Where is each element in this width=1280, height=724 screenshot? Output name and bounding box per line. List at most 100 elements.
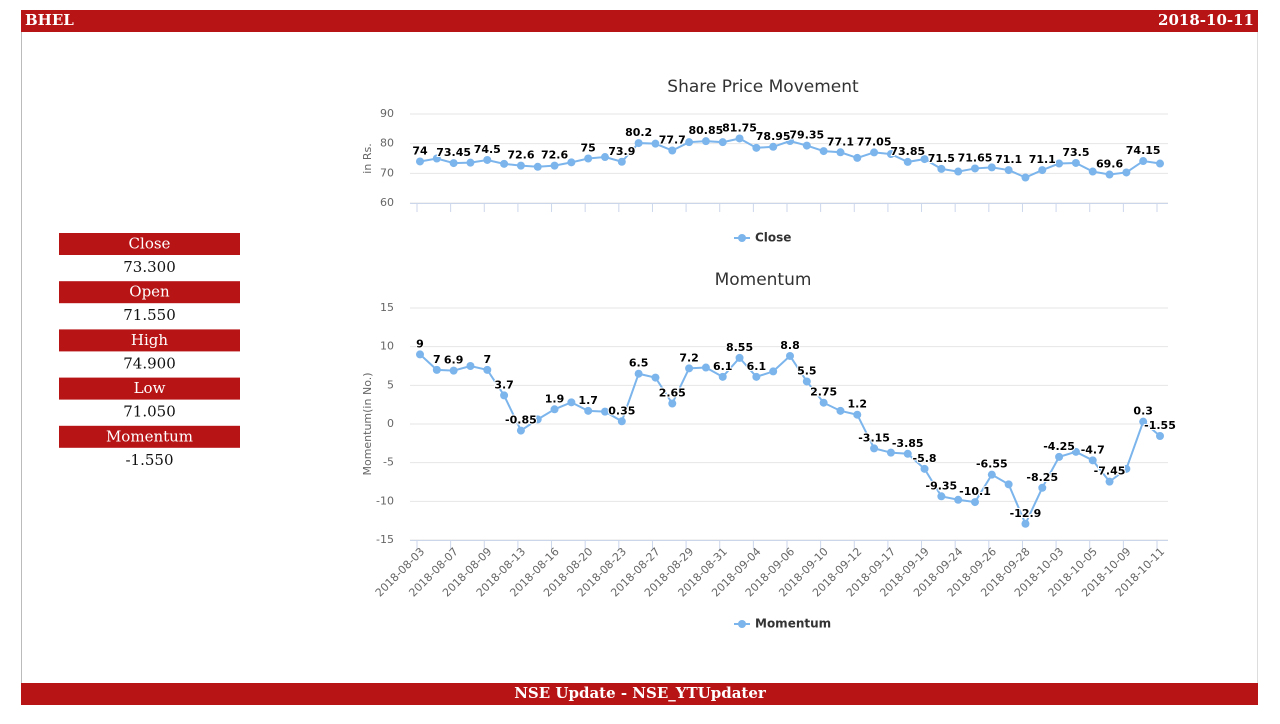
data-label: 73.5 [1062, 146, 1089, 159]
data-label: 73.85 [890, 145, 925, 158]
point [1055, 452, 1064, 461]
point [987, 470, 996, 479]
data-label: 74.15 [1126, 144, 1161, 157]
point [786, 136, 794, 145]
point [1004, 166, 1013, 175]
data-label: 6.9 [444, 354, 464, 367]
y-tick-label: 10 [380, 340, 394, 353]
point [634, 139, 643, 148]
point [903, 157, 912, 166]
data-label: 73.45 [436, 146, 471, 159]
point [432, 154, 441, 163]
data-label: 75 [581, 142, 596, 155]
data-label: -5.8 [913, 452, 937, 465]
summary-label-bg [59, 281, 240, 304]
data-label: -4.25 [1043, 440, 1075, 453]
point [516, 161, 525, 170]
point [685, 138, 694, 147]
point [617, 417, 626, 426]
point [735, 134, 744, 143]
point [752, 143, 761, 152]
summary-label-bg [59, 425, 240, 448]
point [651, 373, 660, 382]
data-label: 77.1 [827, 135, 854, 148]
point [836, 148, 845, 157]
data-label: 3.7 [494, 378, 514, 391]
point [1071, 447, 1080, 456]
point [1071, 158, 1080, 167]
data-label: 71.65 [958, 151, 993, 164]
point [1021, 519, 1030, 528]
data-label: 74 [412, 144, 428, 157]
point [886, 448, 895, 457]
point [516, 426, 525, 435]
data-label: -9.35 [926, 479, 958, 492]
data-label: 1.7 [578, 394, 598, 407]
point [752, 372, 761, 381]
footer-bar [21, 683, 1258, 705]
data-label: 1.9 [545, 392, 565, 405]
data-label: 80.85 [689, 124, 724, 137]
data-label: 74.5 [474, 143, 501, 156]
summary-label: Low [134, 379, 166, 397]
data-label: 7 [433, 353, 441, 366]
point [701, 363, 710, 372]
point [432, 365, 441, 374]
point [416, 350, 424, 359]
data-label: -8.25 [1026, 471, 1058, 484]
point [567, 398, 576, 407]
point [819, 147, 828, 156]
data-label: 9 [416, 337, 424, 350]
legend-label: Close [755, 231, 791, 245]
data-label: 6.1 [747, 360, 767, 373]
data-label: 78.95 [756, 130, 791, 143]
point [1038, 483, 1047, 492]
data-label: -3.15 [858, 431, 890, 444]
point [466, 158, 475, 167]
summary-label: Momentum [106, 427, 193, 445]
point [701, 137, 710, 146]
data-label: 0.3 [1133, 405, 1153, 418]
point [819, 398, 828, 407]
point [769, 142, 778, 151]
point [971, 164, 979, 173]
point [1055, 159, 1064, 168]
point [802, 377, 811, 386]
data-label: 80.2 [625, 126, 652, 139]
point [870, 444, 879, 453]
point [1004, 480, 1013, 489]
point [668, 146, 677, 155]
point [634, 369, 643, 378]
summary-label: Close [129, 235, 171, 253]
data-label: 71.1 [1029, 153, 1056, 166]
point [920, 464, 929, 473]
summary-value: 73.300 [123, 258, 176, 276]
y-tick-label: 15 [380, 301, 394, 314]
y-tick-label: -10 [376, 494, 394, 507]
point [1021, 173, 1030, 182]
point [853, 153, 862, 162]
point [483, 155, 492, 164]
point [584, 406, 593, 415]
point [937, 492, 946, 501]
legend-marker [738, 234, 746, 242]
point [500, 391, 509, 400]
point [584, 154, 593, 163]
summary-value: 71.550 [123, 306, 176, 324]
point [954, 495, 963, 504]
point [483, 365, 492, 374]
point [1088, 456, 1097, 465]
chart-title: Share Price Movement [667, 77, 859, 97]
summary-label-bg [59, 377, 240, 400]
y-tick-label: -15 [376, 533, 394, 546]
data-label: 72.6 [507, 149, 534, 162]
point [971, 498, 979, 507]
point [550, 161, 559, 170]
summary-value: 74.900 [123, 354, 176, 372]
data-label: -10.1 [959, 485, 991, 498]
point [903, 449, 912, 458]
data-label: 6.1 [713, 360, 733, 373]
point [735, 353, 744, 362]
data-label: 81.75 [722, 121, 757, 134]
